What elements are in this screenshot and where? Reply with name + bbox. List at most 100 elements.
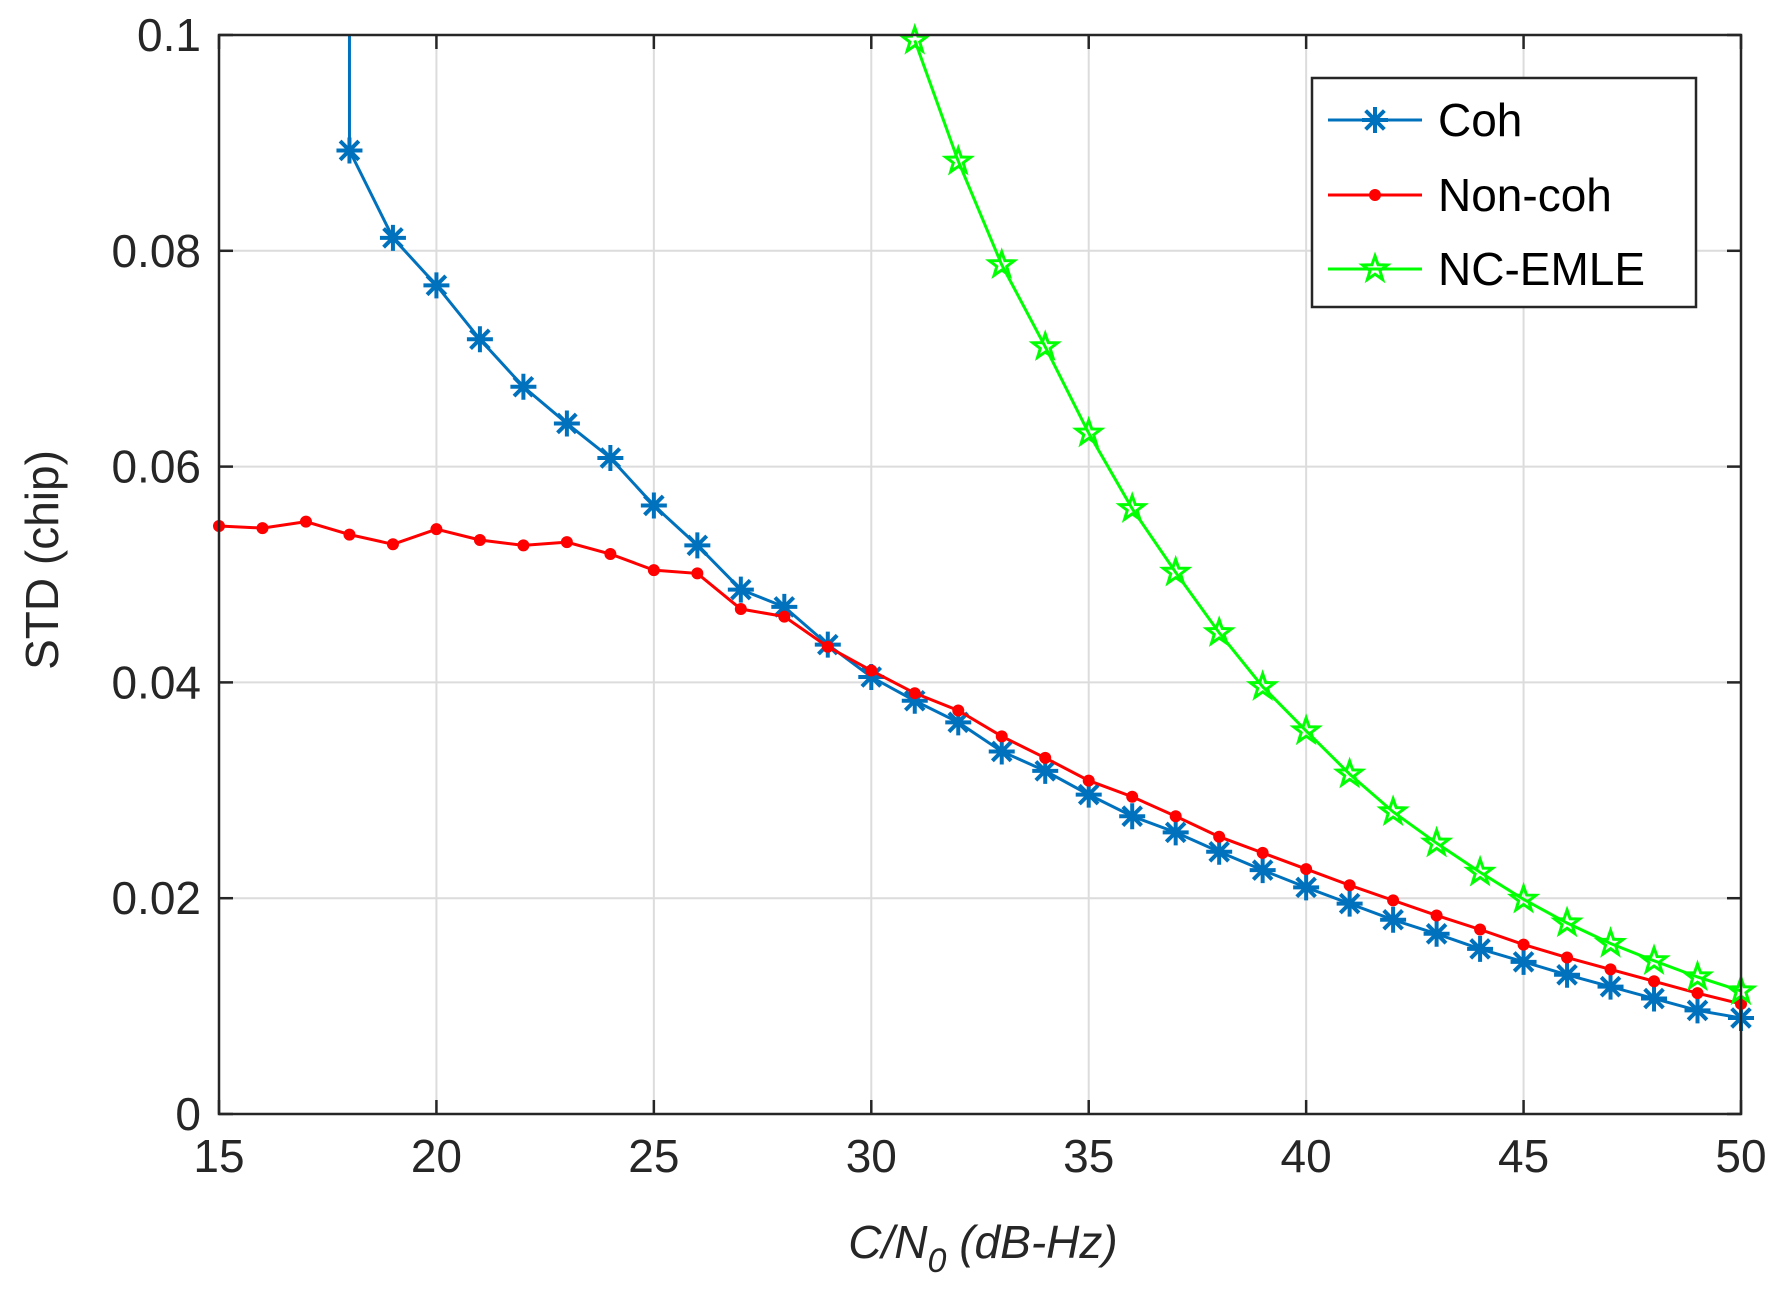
data-point <box>778 610 791 623</box>
x-axis-title: C/N0 (dB-Hz) <box>848 1216 1117 1280</box>
data-point <box>1423 920 1450 947</box>
data-point <box>1249 857 1276 884</box>
legend-marker-sample <box>1358 251 1392 284</box>
x-tick-label: 30 <box>846 1130 897 1182</box>
x-axis-title-subscript: 0 <box>928 1242 947 1280</box>
data-point <box>691 567 704 580</box>
data-point <box>1332 756 1367 789</box>
data-point <box>1039 751 1052 764</box>
data-point <box>1115 491 1149 523</box>
data-point <box>945 709 972 736</box>
data-point <box>1380 906 1407 933</box>
axes-frame <box>217 33 1743 1116</box>
data-point <box>1293 874 1320 901</box>
data-point <box>952 704 965 717</box>
legend[interactable]: Coh Non-coh NC-EMLE <box>1310 76 1698 309</box>
y-axis-title: STD (chip) <box>16 450 68 670</box>
data-point <box>604 547 617 560</box>
x-tick-label: 50 <box>1715 1130 1766 1182</box>
axes-layer: 15 20 25 30 35 40 45 50 0 0.02 0.04 0.06 0.08 0.1 <box>111 9 1766 1182</box>
data-point <box>1158 554 1193 587</box>
data-point <box>727 576 754 603</box>
data-point <box>597 444 624 471</box>
data-point <box>1289 713 1323 746</box>
data-point <box>466 326 493 353</box>
data-point <box>1604 963 1617 976</box>
data-point <box>1082 774 1095 787</box>
series-coh[interactable] <box>336 35 1754 1031</box>
data-point <box>336 137 363 164</box>
x-tick-label: 40 <box>1281 1130 1332 1182</box>
data-point <box>1256 846 1269 859</box>
series-non-coh[interactable] <box>213 515 1747 1010</box>
data-point <box>988 738 1015 765</box>
data-point <box>386 538 399 551</box>
data-point <box>1561 951 1574 964</box>
legend-label-coh: Coh <box>1438 94 1522 146</box>
data-point <box>560 536 573 549</box>
data-point <box>1517 938 1530 951</box>
data-point <box>898 22 932 55</box>
data-point <box>1032 757 1059 784</box>
data-point <box>299 515 312 528</box>
data-point <box>1419 825 1454 858</box>
data-point <box>908 687 921 700</box>
data-point <box>1245 669 1280 701</box>
data-point <box>1169 810 1182 823</box>
data-point <box>684 532 711 559</box>
data-point <box>1510 948 1537 975</box>
data-point <box>771 593 798 620</box>
data-point <box>1593 925 1628 958</box>
data-point <box>473 533 486 546</box>
data-point <box>1550 905 1584 938</box>
y-tick-label: 0.08 <box>111 225 201 277</box>
data-point <box>1691 987 1704 1000</box>
data-point <box>858 664 885 691</box>
series-layer <box>213 22 1758 1031</box>
data-point <box>423 272 450 299</box>
x-tick-label: 15 <box>193 1130 244 1182</box>
data-point <box>1680 959 1715 992</box>
data-point <box>1376 794 1410 827</box>
data-point <box>379 224 406 251</box>
data-point <box>995 730 1008 743</box>
legend-label-nc-emle: NC-EMLE <box>1438 243 1645 295</box>
y-tick-label: 0.1 <box>137 9 201 61</box>
data-point <box>1119 803 1146 830</box>
data-point <box>821 640 834 653</box>
data-point <box>734 603 747 616</box>
data-point <box>430 523 443 536</box>
data-point <box>1430 909 1443 922</box>
data-point <box>941 143 975 176</box>
data-point <box>647 564 660 577</box>
data-point <box>1387 894 1400 907</box>
y-tick-label: 0 <box>175 1088 201 1140</box>
data-point <box>1648 975 1661 988</box>
data-point <box>1126 790 1139 803</box>
x-axis-title-main: C/N <box>848 1216 928 1268</box>
data-point <box>1463 854 1497 887</box>
data-point <box>1474 923 1487 936</box>
data-point <box>1206 838 1233 865</box>
series-line[interactable] <box>347 35 1741 1020</box>
legend-marker-sample <box>1362 107 1388 133</box>
data-point <box>553 410 580 437</box>
data-point <box>1202 615 1236 647</box>
data-point <box>1597 973 1624 1000</box>
data-point <box>1467 935 1494 962</box>
data-point <box>1028 329 1062 362</box>
series-line[interactable] <box>219 520 1741 1006</box>
data-point <box>1213 830 1226 843</box>
data-point <box>1075 781 1102 808</box>
x-tick-label: 35 <box>1063 1130 1114 1182</box>
data-point <box>1684 997 1711 1024</box>
data-point <box>640 492 667 519</box>
legend-label-non-coh: Non-coh <box>1438 169 1612 221</box>
data-point <box>1300 863 1313 876</box>
data-point <box>985 247 1019 280</box>
x-tick-label: 25 <box>628 1130 679 1182</box>
data-point <box>1162 819 1189 846</box>
legend-marker-sample <box>1369 189 1381 201</box>
